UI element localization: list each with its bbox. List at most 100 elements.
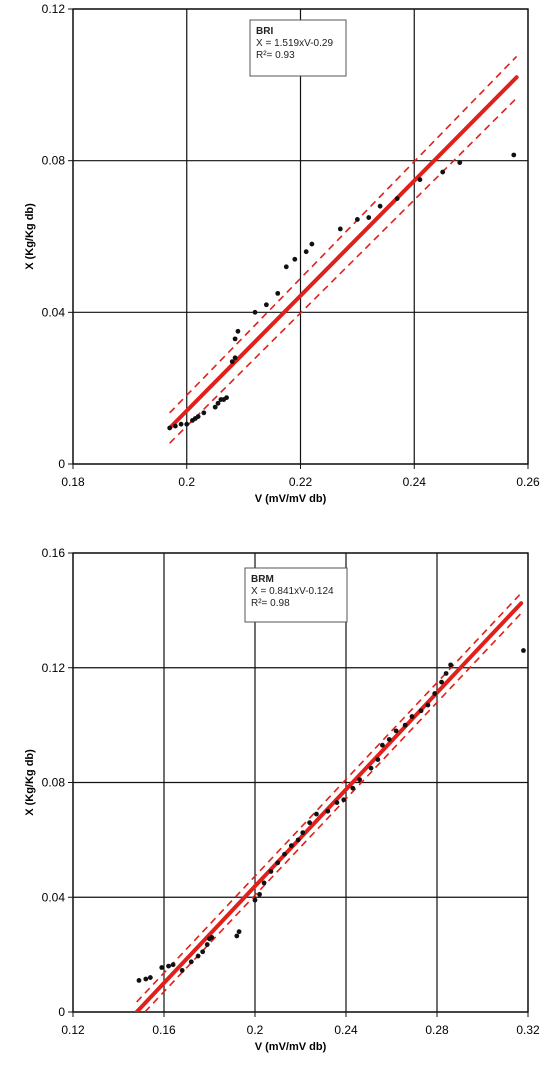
legend-title: BRI [256, 26, 273, 37]
data-point [257, 891, 262, 897]
data-point [209, 935, 215, 940]
data-point [440, 169, 446, 175]
x-axis-label: V (mV/mV db) [255, 493, 327, 505]
data-point [200, 949, 206, 955]
data-point [234, 933, 240, 939]
y-tick-label: 0 [58, 1005, 65, 1019]
y-axis-label: X (Kg/Kg db) [24, 749, 36, 816]
data-point [275, 290, 281, 296]
legend-equation: X = 0.841xV-0.124 [251, 586, 334, 597]
data-point [195, 414, 201, 420]
legend-title: BRM [251, 574, 274, 585]
y-tick-label: 0.12 [42, 2, 66, 16]
data-point [350, 785, 356, 791]
data-point [417, 177, 423, 183]
data-point [300, 830, 306, 836]
x-axis-label: V (mV/mV db) [255, 1041, 327, 1053]
data-point [179, 968, 185, 973]
data-point [439, 679, 444, 685]
data-point [212, 404, 218, 410]
data-point [368, 765, 374, 771]
chart-brm: 0.12 0.16 0.2 0.24 0.28 0.32 0 0.04 0.08 0.12 0.16… [24, 546, 540, 1053]
data-point [307, 820, 312, 826]
data-point [283, 264, 289, 270]
y-tick-label: 0.12 [42, 661, 66, 675]
data-point [252, 897, 258, 903]
data-point [170, 962, 176, 968]
data-point [432, 691, 438, 696]
data-point [235, 328, 241, 334]
x-tick-label: 0.28 [425, 1023, 449, 1037]
data-point [380, 742, 385, 748]
data-point [188, 959, 194, 965]
data-point [232, 355, 238, 361]
data-point [236, 929, 242, 935]
data-point [448, 662, 454, 668]
data-point [394, 196, 400, 201]
legend-box [249, 19, 347, 77]
data-point [143, 976, 149, 982]
x-tick-label: 0.18 [61, 475, 85, 489]
data-point [393, 728, 399, 734]
data-point [425, 702, 431, 708]
data-point [166, 963, 171, 969]
data-point [136, 978, 142, 983]
data-point [375, 757, 381, 762]
data-point [325, 808, 331, 814]
data-point [366, 215, 372, 220]
confidence-band-lower [169, 97, 518, 444]
data-point [354, 217, 360, 222]
data-point [409, 714, 415, 719]
data-point [295, 837, 301, 843]
y-axis-label: X (Kg/Kg db) [24, 203, 36, 270]
data-point [309, 241, 315, 247]
data-point [268, 869, 274, 874]
data-point [521, 648, 526, 653]
data-point [292, 256, 298, 262]
legend-box [244, 567, 348, 623]
data-layer [134, 592, 526, 1012]
data-point [314, 811, 319, 817]
data-point [215, 400, 221, 406]
data-point [232, 336, 238, 342]
data-point [386, 737, 392, 742]
data-point [147, 975, 153, 980]
data-point [282, 851, 287, 857]
y-tick-label: 0.04 [42, 305, 66, 319]
data-point [252, 309, 258, 315]
x-tick-label: 0.16 [152, 1023, 176, 1037]
data-point [377, 203, 383, 209]
legend-equation: X = 1.519xV-0.29 [256, 38, 333, 49]
fit-line [167, 75, 519, 430]
data-point [263, 302, 269, 308]
y-tick-label: 0 [58, 457, 65, 471]
y-tick-label: 0.04 [42, 890, 66, 904]
x-tick-label: 0.24 [403, 475, 427, 489]
data-point [443, 671, 449, 676]
y-tick-label: 0.08 [42, 776, 66, 790]
data-point [341, 797, 347, 803]
data-point [334, 800, 340, 805]
x-tick-label: 0.2 [178, 475, 195, 489]
y-tick-label: 0.08 [42, 154, 66, 168]
x-tick-label: 0.2 [247, 1023, 264, 1037]
data-point [261, 880, 267, 886]
x-tick-label: 0.22 [289, 475, 313, 489]
data-point [402, 722, 408, 728]
x-tick-label: 0.26 [516, 475, 540, 489]
confidence-band-upper [169, 55, 518, 414]
legend-r2: R²= 0.98 [251, 598, 290, 609]
data-point [172, 423, 178, 429]
data-point [303, 249, 309, 255]
data-point [229, 359, 235, 365]
data-point [275, 860, 281, 866]
data-point [201, 410, 207, 416]
data-point [224, 395, 229, 401]
data-point [184, 421, 190, 427]
data-point [511, 152, 517, 158]
data-point [159, 965, 165, 970]
data-point [289, 843, 294, 849]
confidence-band-upper [136, 592, 522, 1003]
